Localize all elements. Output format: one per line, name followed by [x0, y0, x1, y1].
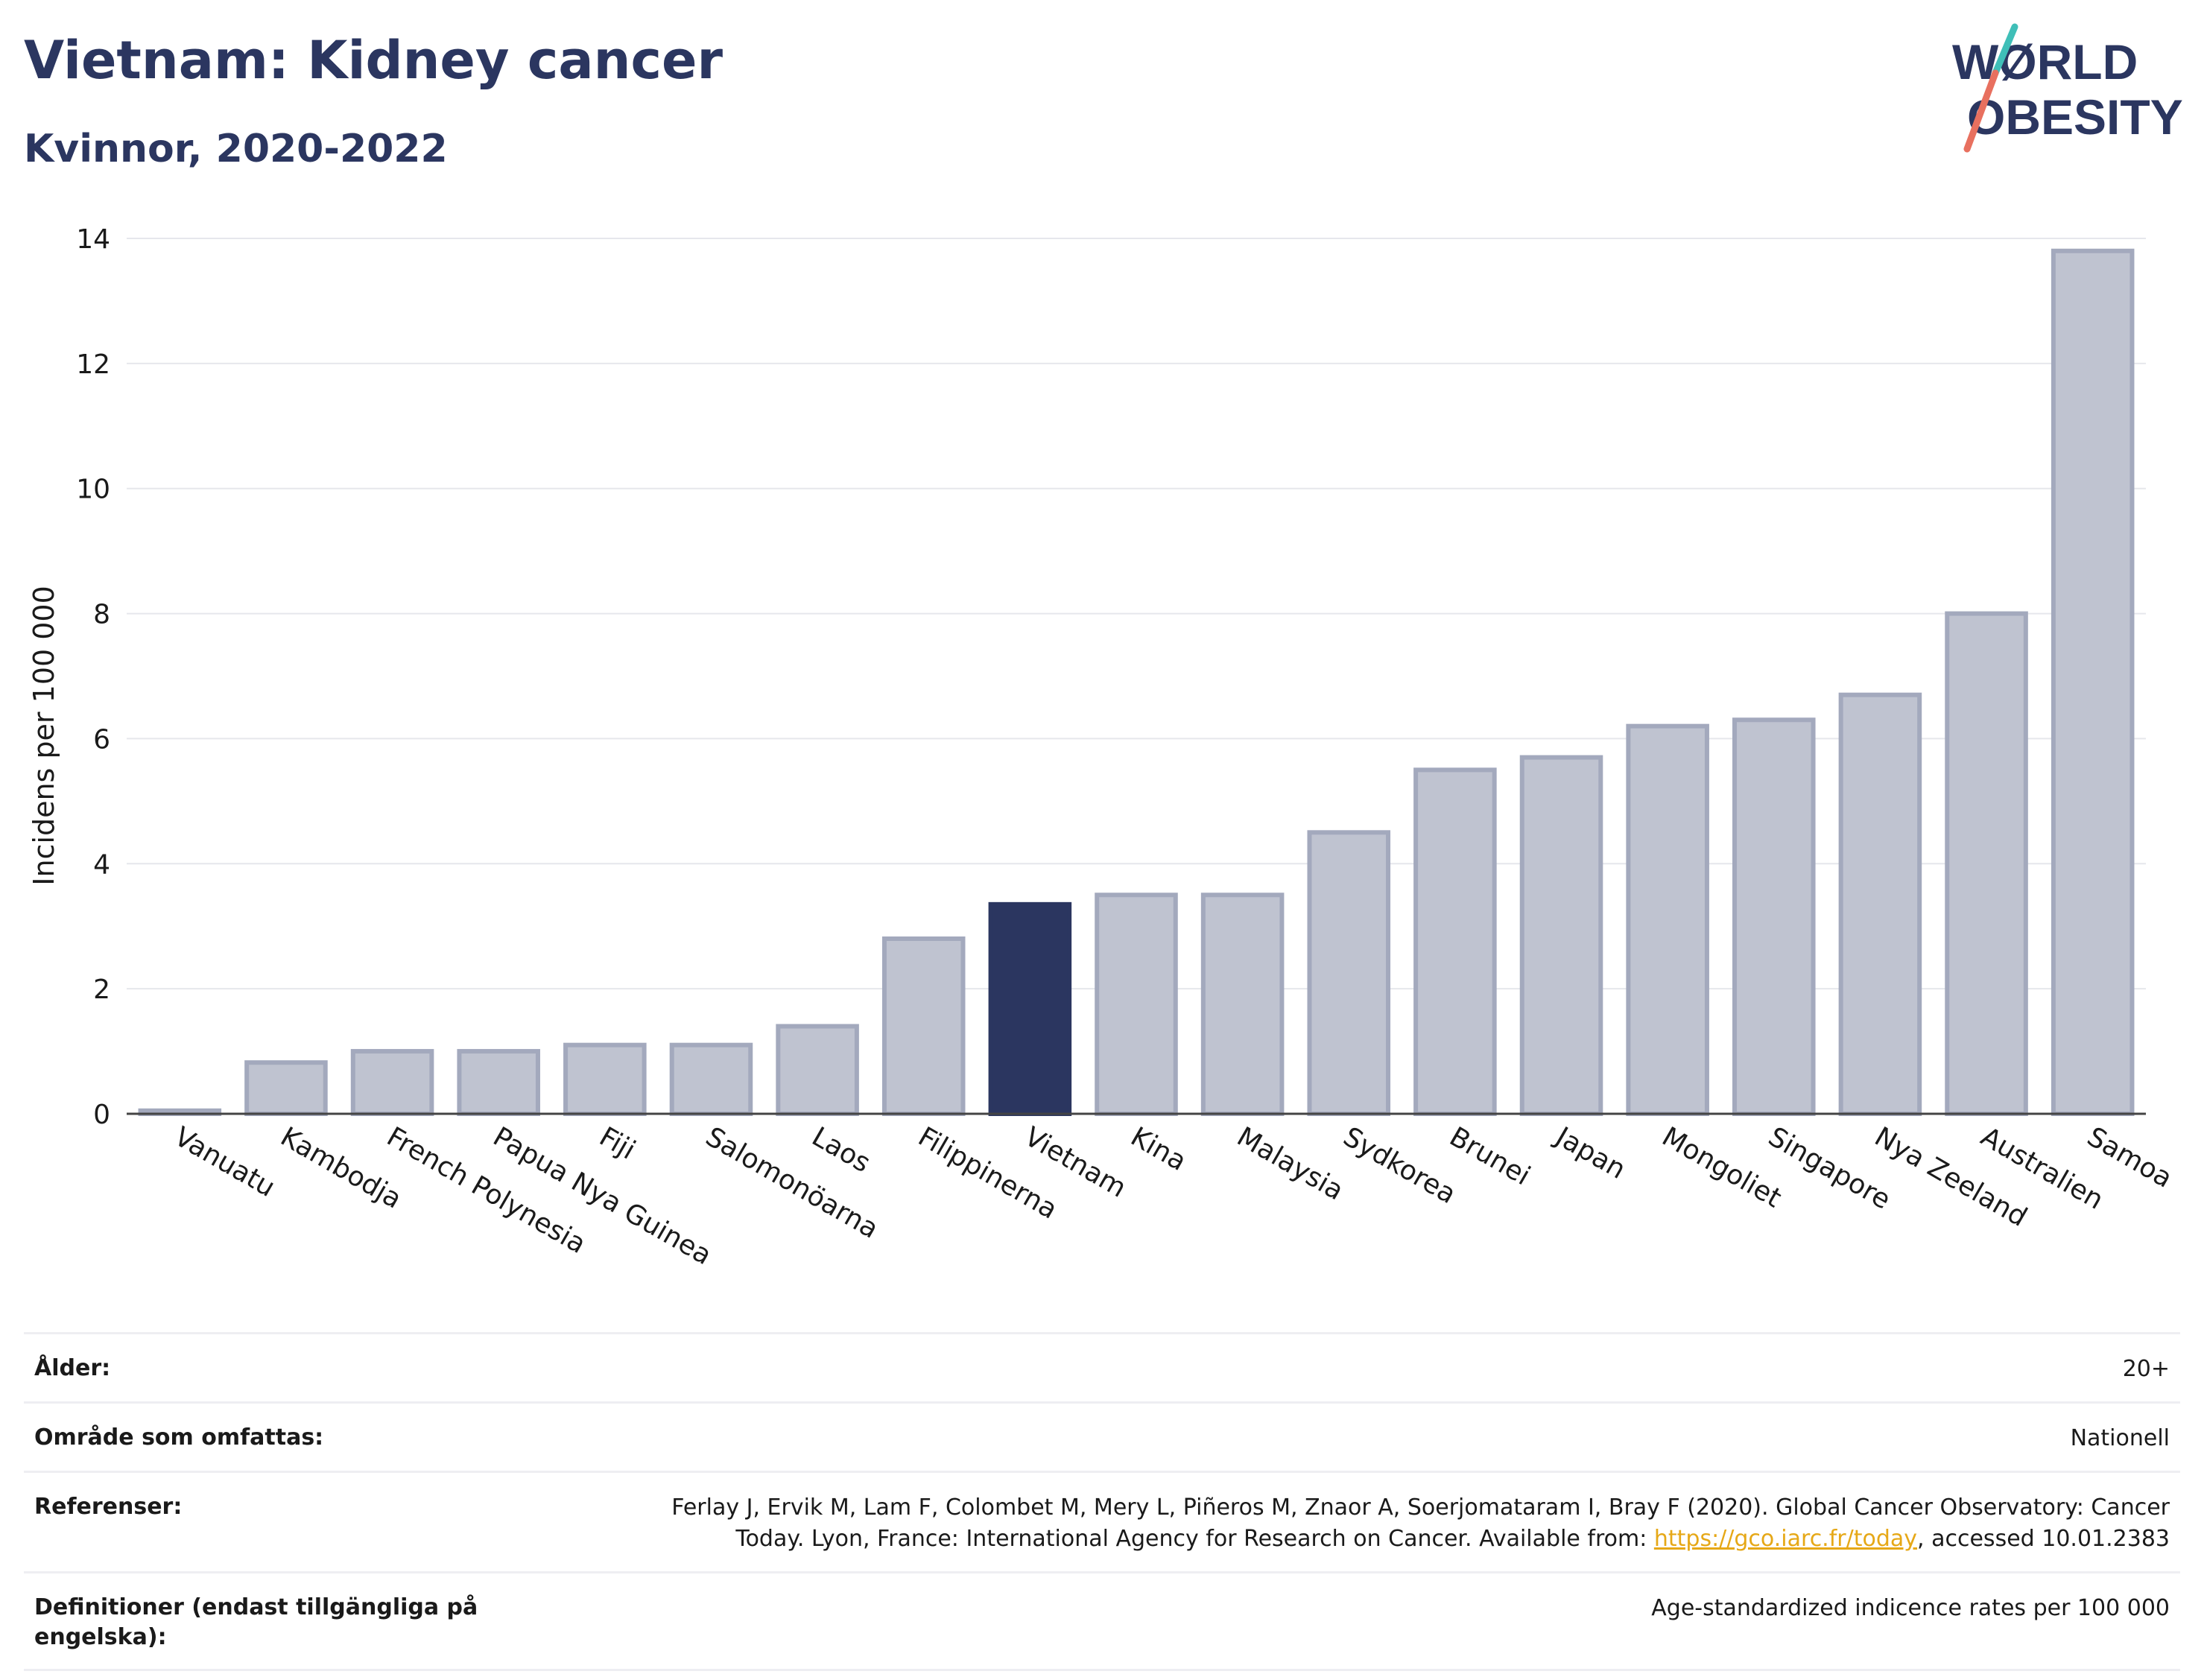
y-tick-label: 6: [93, 724, 110, 755]
y-tick-label: 0: [93, 1100, 110, 1130]
info-row-area: Område som omfattas: Nationell: [24, 1401, 2180, 1471]
bar-brunei: [1413, 767, 1497, 1117]
bar-japan: [1519, 755, 1603, 1116]
bar-mongoliet: [1626, 723, 1709, 1116]
world-obesity-logo: WØRLD OBESITY: [1952, 23, 2183, 153]
reference-accessed: , accessed 10.01.2383: [1917, 1526, 2170, 1552]
y-axis-ticks: 0 2 4 6 8 10 12 14: [76, 224, 110, 1130]
y-tick-label: 4: [93, 849, 110, 880]
x-tick-label: Malaysia: [1232, 1121, 1349, 1206]
x-tick-label: Kina: [1126, 1121, 1191, 1177]
info-row-definitions: Definitioner (endast tillgängliga på eng…: [24, 1571, 2180, 1671]
bar-samoa: [2051, 248, 2135, 1116]
bar-australien: [1945, 611, 2028, 1116]
logo-slash-bottom: [1963, 69, 1999, 153]
chart-title: Vietnam: Kidney cancer: [24, 30, 723, 91]
chart-subtitle: Kvinnor, 2020-2022: [24, 127, 448, 171]
bar-filippinerna: [881, 936, 966, 1116]
info-row-age: Ålder: 20+: [24, 1332, 2180, 1401]
bar-french-polynesia: [350, 1049, 434, 1116]
grid-lines: [127, 238, 2146, 990]
x-tick-label: Sydkorea: [1338, 1121, 1461, 1210]
bar-papua-nya-guinea: [457, 1049, 540, 1116]
x-tick-label: Mongoliet: [1657, 1121, 1787, 1214]
info-row-references: Referenser: Ferlay J, Ervik M, Lam F, Co…: [24, 1471, 2180, 1571]
bar-kina: [1095, 893, 1178, 1116]
x-tick-label: Salomonöarna: [700, 1121, 884, 1244]
bar-kambodja: [244, 1060, 328, 1117]
info-label: Område som omfattas:: [34, 1424, 324, 1451]
logo-line-1: WØRLD: [1952, 34, 2138, 89]
reference-text-line-2: Today. Lyon, France: International Agenc…: [735, 1526, 1654, 1552]
info-value: Ferlay J, Ervik M, Lam F, Colombet M, Me…: [671, 1492, 2170, 1555]
info-table: Ålder: 20+ Område som omfattas: Nationel…: [24, 1332, 2180, 1671]
x-tick-label: French Polynesia: [381, 1121, 591, 1260]
logo-slash-top: [1992, 23, 2018, 77]
x-tick-label: Kambodja: [275, 1121, 406, 1214]
x-tick-label: Fiji: [594, 1121, 640, 1166]
bar-nya-zeeland: [1838, 692, 1922, 1116]
info-value: 20+: [2122, 1356, 2170, 1382]
bar-salomon-arna: [669, 1042, 753, 1117]
info-label: Definitioner (endast tillgängliga på eng…: [34, 1594, 478, 1650]
bar-fiji: [563, 1042, 647, 1117]
info-value: Nationell: [2070, 1425, 2170, 1451]
x-tick-label: Japan: [1549, 1120, 1630, 1185]
bar-laos: [776, 1024, 859, 1116]
y-tick-label: 14: [76, 224, 110, 255]
bar-singapore: [1732, 717, 1816, 1116]
x-tick-label: Laos: [807, 1121, 875, 1179]
bar-vietnam: [988, 901, 1072, 1116]
bar-malaysia: [1200, 893, 1285, 1116]
info-label: Ålder:: [34, 1355, 111, 1381]
reference-text-line-1: Ferlay J, Ervik M, Lam F, Colombet M, Me…: [671, 1494, 2170, 1521]
reference-link[interactable]: https://gco.iarc.fr/today: [1653, 1526, 1918, 1552]
x-tick-label: Vanuatu: [169, 1121, 280, 1203]
bars: [138, 248, 2135, 1117]
y-tick-label: 2: [93, 974, 110, 1005]
info-label: Referenser:: [34, 1494, 183, 1520]
info-value: Age-standardized indicence rates per 100…: [1651, 1595, 2170, 1621]
y-tick-label: 8: [93, 600, 110, 630]
y-axis-label: Incidens per 100 000: [28, 586, 60, 886]
y-tick-label: 10: [76, 475, 110, 505]
y-tick-label: 12: [76, 349, 110, 380]
logo-line-2: OBESITY: [1967, 89, 2183, 145]
bar-sydkorea: [1307, 830, 1391, 1116]
